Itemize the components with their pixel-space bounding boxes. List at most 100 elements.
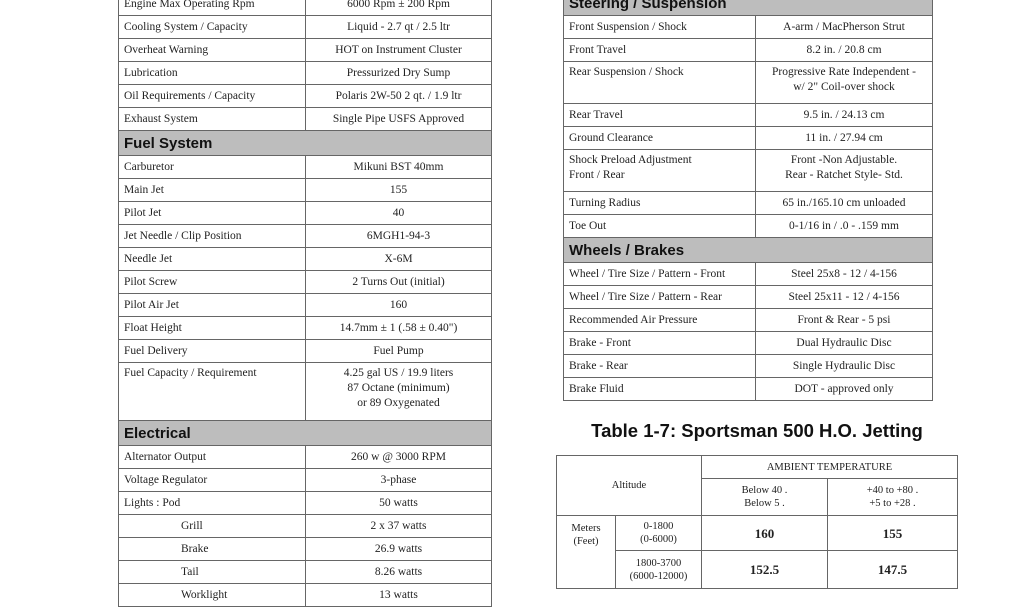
spec-label: Engine Max Operating Rpm [118, 0, 306, 16]
spec-label: Lights : Pod [118, 491, 306, 515]
main-jet-value: 147.5 [827, 550, 958, 589]
spec-label: Voltage Regulator [118, 468, 306, 492]
spec-label: Brake Fluid [563, 377, 756, 401]
spec-value: X-6M [305, 247, 492, 271]
temp-col-header: Below 40 . Below 5 . [701, 478, 829, 516]
spec-value: 2 x 37 watts [305, 514, 492, 538]
spec-row: Overheat Warning HOT on Instrument Cluste… [118, 38, 492, 62]
spec-value: 3-phase [305, 468, 492, 492]
spec-label: Pilot Screw [118, 270, 306, 294]
spec-label: Front Suspension / Shock [563, 15, 756, 39]
main-jet-value: 160 [701, 515, 829, 551]
suspension-wheels-spec-table: Steering / Suspension Front Suspension / … [563, 0, 933, 401]
spec-value: 160 [305, 293, 492, 317]
ambient-temperature-header: AMBIENT TEMPERATURE [701, 455, 958, 479]
spec-value: 26.9 watts [305, 537, 492, 561]
spec-label: Brake - Front [563, 331, 756, 355]
spec-label: Lubrication [118, 61, 306, 85]
spec-row: Pilot Air Jet 160 [118, 293, 492, 317]
spec-label: Overheat Warning [118, 38, 306, 62]
spec-row: Needle Jet X-6M [118, 247, 492, 271]
spec-value: 8.2 in. / 20.8 cm [755, 38, 933, 62]
spec-value: 260 w @ 3000 RPM [305, 445, 492, 469]
spec-label: Carburetor [118, 155, 306, 179]
jetting-row: Meters (Feet) 0-1800 (0-6000) 160 155 [556, 515, 958, 589]
spec-label: Alternator Output [118, 445, 306, 469]
spec-value: Fuel Pump [305, 339, 492, 363]
spec-row: Lubrication Pressurized Dry Sump [118, 61, 492, 85]
spec-value: Single Pipe USFS Approved [305, 107, 492, 131]
spec-value: Single Hydraulic Disc [755, 354, 933, 378]
spec-row: Front Travel 8.2 in. / 20.8 cm [563, 38, 933, 62]
spec-label: Float Height [118, 316, 306, 340]
spec-row: Rear Suspension / Shock Progressive Rate … [563, 61, 933, 104]
spec-label: Tail [118, 560, 306, 584]
spec-row: Shock Preload Adjustment Front / Rear Fro… [563, 149, 933, 192]
spec-label: Brake [118, 537, 306, 561]
spec-label: Brake - Rear [563, 354, 756, 378]
section-header-row: Electrical [118, 420, 492, 446]
spec-row: Main Jet 155 [118, 178, 492, 202]
spec-row: Turning Radius 65 in./165.10 cm unloaded [563, 191, 933, 215]
spec-label: Wheel / Tire Size / Pattern - Front [563, 262, 756, 286]
jetting-table-title: Table 1-7: Sportsman 500 H.O. Jetting [591, 420, 923, 441]
spec-label: Main Jet [118, 178, 306, 202]
spec-value: 9.5 in. / 24.13 cm [755, 103, 933, 127]
spec-label: Pilot Air Jet [118, 293, 306, 317]
temp-col-header: +40 to +80 . +5 to +28 . [827, 478, 958, 516]
spec-row: Oil Requirements / Capacity Polaris 2W-50… [118, 84, 492, 108]
spec-value: Progressive Rate Independent - w/ 2" Coi… [755, 61, 933, 104]
section-title: Electrical [118, 420, 492, 446]
section-header-row: Wheels / Brakes [563, 237, 933, 263]
spec-row: Carburetor Mikuni BST 40mm [118, 155, 492, 179]
spec-value: 14.7mm ± 1 (.58 ± 0.40") [305, 316, 492, 340]
spec-row: Fuel Delivery Fuel Pump [118, 339, 492, 363]
spec-row: Wheel / Tire Size / Pattern - Rear Steel … [563, 285, 933, 309]
spec-label: Pilot Jet [118, 201, 306, 225]
spec-value: 11 in. / 27.94 cm [755, 126, 933, 150]
spec-row: Voltage Regulator 3-phase [118, 468, 492, 492]
spec-value: A-arm / MacPherson Strut [755, 15, 933, 39]
section-title: Wheels / Brakes [563, 237, 933, 263]
jetting-table: Altitude AMBIENT TEMPERATURE Below 40 . … [555, 455, 958, 589]
spec-row: Ground Clearance 11 in. / 27.94 cm [563, 126, 933, 150]
spec-value: 50 watts [305, 491, 492, 515]
spec-value: 65 in./165.10 cm unloaded [755, 191, 933, 215]
main-jet-value: 155 [827, 515, 958, 551]
spec-label: Rear Travel [563, 103, 756, 127]
spec-row: Grill 2 x 37 watts [118, 514, 492, 538]
spec-label: Recommended Air Pressure [563, 308, 756, 332]
jetting-row: 1800-3700 (6000-12000) 152.5 147.5 [557, 550, 958, 589]
spec-value: 0-1/16 in / .0 - .159 mm [755, 214, 933, 238]
spec-row: Float Height 14.7mm ± 1 (.58 ± 0.40") [118, 316, 492, 340]
spec-value: HOT on Instrument Cluster [305, 38, 492, 62]
spec-row: Tail 8.26 watts [118, 560, 492, 584]
altitude-header: Altitude [555, 455, 703, 516]
spec-value: Steel 25x11 - 12 / 4-156 [755, 285, 933, 309]
spec-label: Shock Preload Adjustment Front / Rear [563, 149, 756, 192]
spec-value: Polaris 2W-50 2 qt. / 1.9 ltr [305, 84, 492, 108]
section-title: Steering / Suspension [563, 0, 933, 16]
spec-row: Engine Max Operating Rpm 6000 Rpm ± 200 R… [118, 0, 492, 16]
altitude-range: 1800-3700 (6000-12000) [614, 550, 703, 589]
spec-value: Pressurized Dry Sump [305, 61, 492, 85]
spec-row: Recommended Air Pressure Front & Rear - 5… [563, 308, 933, 332]
spec-row: Front Suspension / Shock A-arm / MacPhers… [563, 15, 933, 39]
spec-value: 155 [305, 178, 492, 202]
spec-row: Toe Out 0-1/16 in / .0 - .159 mm [563, 214, 933, 238]
spec-label: Toe Out [563, 214, 756, 238]
spec-row: Jet Needle / Clip Position 6MGH1-94-3 [118, 224, 492, 248]
spec-row: Brake Fluid DOT - approved only [563, 377, 933, 401]
spec-label: Ground Clearance [563, 126, 756, 150]
spec-label: Wheel / Tire Size / Pattern - Rear [563, 285, 756, 309]
section-header-row: Steering / Suspension [563, 0, 933, 16]
spec-row: Pilot Jet 40 [118, 201, 492, 225]
spec-label: Needle Jet [118, 247, 306, 271]
spec-value: 4.25 gal US / 19.9 liters 87 Octane (min… [305, 362, 492, 421]
spec-row: Cooling System / Capacity Liquid - 2.7 qt… [118, 15, 492, 39]
spec-value: Mikuni BST 40mm [305, 155, 492, 179]
spec-value: Dual Hydraulic Disc [755, 331, 933, 355]
spec-row: Pilot Screw 2 Turns Out (initial) [118, 270, 492, 294]
spec-row: Worklight 13 watts [118, 583, 492, 607]
spec-label: Fuel Delivery [118, 339, 306, 363]
